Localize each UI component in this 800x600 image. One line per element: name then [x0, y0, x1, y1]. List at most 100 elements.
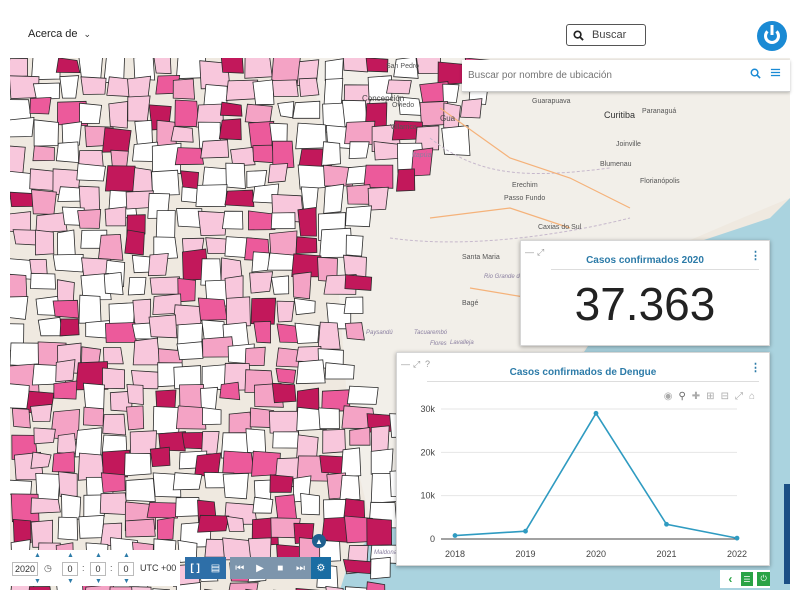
map-region[interactable]: [370, 556, 391, 580]
map-region[interactable]: [344, 322, 365, 341]
map-region[interactable]: [127, 277, 147, 296]
expand-icon[interactable]: ⤢: [537, 247, 545, 257]
map-region[interactable]: [131, 586, 152, 590]
map-region[interactable]: [132, 337, 161, 366]
power-button[interactable]: [757, 21, 787, 51]
map-region[interactable]: [276, 300, 295, 323]
map-region[interactable]: [78, 294, 102, 324]
map-region[interactable]: [106, 76, 131, 98]
map-region[interactable]: [100, 472, 126, 493]
map-region[interactable]: [324, 362, 355, 380]
map-region[interactable]: [102, 449, 131, 478]
map-region[interactable]: [172, 304, 204, 326]
map-region[interactable]: [10, 117, 35, 138]
map-region[interactable]: [152, 406, 182, 435]
map-region[interactable]: [219, 101, 243, 117]
map-region[interactable]: [80, 76, 107, 95]
map-region[interactable]: [197, 297, 228, 321]
pan-icon[interactable]: ✚: [691, 391, 701, 402]
map-region[interactable]: [344, 120, 376, 145]
second-field[interactable]: 0: [118, 562, 134, 576]
map-region[interactable]: [77, 208, 102, 229]
map-region[interactable]: [298, 77, 320, 97]
map-region[interactable]: [126, 384, 144, 406]
map-region[interactable]: [247, 210, 276, 231]
skip-back-button[interactable]: ⏮: [229, 557, 250, 579]
map-region[interactable]: [251, 251, 270, 273]
map-region[interactable]: [460, 98, 483, 119]
map-region[interactable]: [30, 403, 53, 422]
map-region[interactable]: [365, 58, 389, 73]
map-region[interactable]: [158, 431, 186, 452]
map-region[interactable]: [151, 142, 182, 175]
map-region[interactable]: [10, 273, 28, 300]
settings-button[interactable]: ⚙: [310, 557, 331, 579]
map-region[interactable]: [230, 146, 256, 167]
year-field[interactable]: 2020: [12, 562, 38, 576]
map-region[interactable]: [124, 452, 152, 477]
map-region[interactable]: [342, 559, 372, 575]
map-region[interactable]: [56, 432, 78, 455]
map-region[interactable]: [318, 407, 340, 430]
map-region[interactable]: [52, 253, 84, 273]
power-small-icon[interactable]: ⏻: [757, 572, 771, 586]
map-region[interactable]: [437, 61, 465, 86]
map-region[interactable]: [317, 321, 341, 350]
map-region[interactable]: [340, 447, 362, 478]
map-region[interactable]: [410, 147, 434, 177]
chevron-up-icon[interactable]: ▲: [123, 552, 130, 559]
map-region[interactable]: [102, 347, 124, 365]
camera-icon[interactable]: ◉: [663, 391, 673, 402]
side-panel-tab[interactable]: [784, 484, 790, 584]
map-region[interactable]: [252, 144, 275, 164]
map-region[interactable]: [55, 359, 76, 383]
map-region[interactable]: [222, 472, 249, 500]
map-region[interactable]: [367, 186, 389, 211]
map-region[interactable]: [252, 496, 274, 514]
map-region[interactable]: [149, 276, 180, 295]
map-region[interactable]: [268, 410, 300, 435]
map-region[interactable]: [271, 79, 299, 97]
map-region[interactable]: [130, 370, 161, 390]
map-region[interactable]: [321, 141, 341, 167]
map-region[interactable]: [155, 210, 176, 240]
map-region[interactable]: [28, 586, 53, 591]
map-region[interactable]: [33, 427, 56, 445]
map-region[interactable]: [345, 205, 372, 228]
map-region[interactable]: [104, 206, 127, 227]
map-region[interactable]: [246, 170, 268, 189]
range-bracket-button[interactable]: [ ]: [185, 557, 206, 579]
map-region[interactable]: [152, 588, 172, 590]
map-region[interactable]: [61, 121, 83, 147]
map-region[interactable]: [175, 582, 201, 591]
map-region[interactable]: [225, 515, 245, 532]
map-region[interactable]: [152, 472, 182, 498]
map-region[interactable]: [30, 272, 57, 290]
map-region[interactable]: [55, 141, 80, 164]
map-region[interactable]: [133, 58, 156, 81]
map-region[interactable]: [218, 118, 242, 141]
map-region[interactable]: [32, 82, 60, 100]
map-region[interactable]: [267, 163, 289, 184]
map-region[interactable]: [172, 472, 203, 491]
map-region[interactable]: [224, 189, 255, 208]
chevron-up-icon[interactable]: ▲: [95, 552, 102, 559]
map-region[interactable]: [148, 314, 178, 339]
map-region[interactable]: [102, 413, 127, 436]
map-region[interactable]: [386, 79, 412, 95]
about-menu[interactable]: Acerca de ⌄: [28, 28, 91, 40]
map-region[interactable]: [79, 102, 103, 125]
map-region[interactable]: [156, 516, 175, 541]
map-region[interactable]: [98, 233, 124, 261]
map-region[interactable]: [292, 271, 312, 300]
map-region[interactable]: [11, 407, 31, 429]
map-region[interactable]: [227, 582, 259, 590]
chevron-left-icon[interactable]: ‹: [728, 572, 733, 586]
map-region[interactable]: [300, 492, 320, 516]
map-region[interactable]: [295, 345, 322, 363]
map-region[interactable]: [31, 189, 57, 215]
map-region[interactable]: [52, 299, 79, 319]
map-region[interactable]: [172, 78, 196, 100]
map-region[interactable]: [32, 145, 55, 162]
map-region[interactable]: [344, 274, 373, 291]
